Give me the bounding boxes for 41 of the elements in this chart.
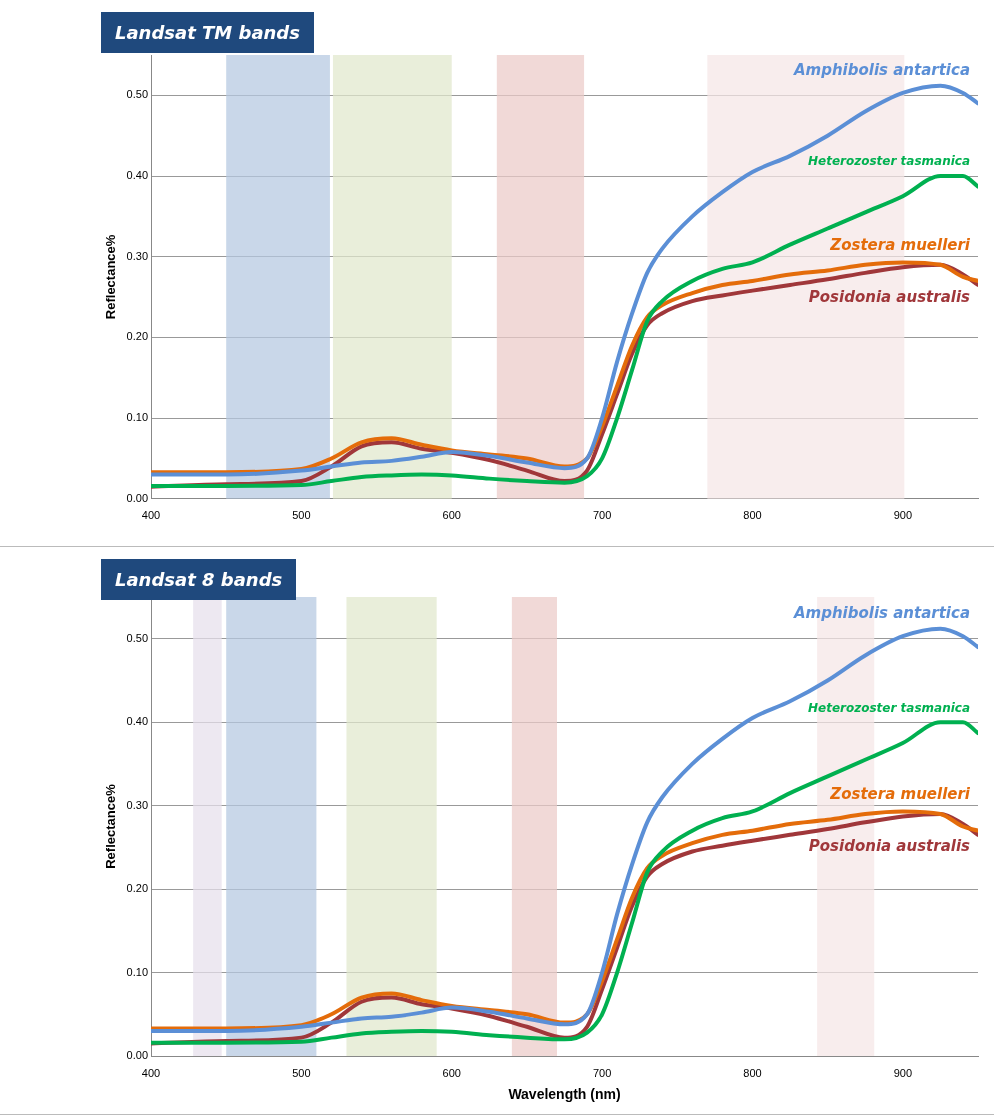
series-label: Posidonia australis	[808, 836, 971, 855]
y-tick-label: 0.30	[126, 798, 149, 811]
x-tick-label: 500	[292, 1066, 311, 1079]
y-tick-label: 0.10	[126, 411, 149, 424]
y-tick-label: 0.10	[126, 965, 149, 978]
series-label: Zostera muelleri	[829, 235, 971, 254]
chart-title: Landsat 8 bands	[101, 559, 297, 600]
y-tick-label: 0.20	[126, 330, 149, 343]
line-series	[151, 720, 978, 1045]
y-tick-label: 0.40	[126, 169, 149, 182]
x-tick-label: 700	[592, 1066, 612, 1079]
x-tick-label: 800	[743, 509, 762, 522]
x-tick-label: 400	[141, 509, 161, 522]
x-tick-label: 600	[442, 509, 461, 522]
x-tick-label: 500	[292, 509, 311, 522]
y-axis-title: Reflectance%	[103, 234, 119, 320]
x-tick-label: 900	[893, 1066, 912, 1079]
y-tick-label: 0.50	[126, 631, 149, 644]
series-label: Amphibolis antartica	[792, 604, 970, 623]
y-tick-label: 0.00	[126, 1049, 149, 1062]
x-tick-label: 800	[743, 1066, 762, 1079]
y-axis-title: Reflectance%	[103, 783, 119, 869]
series-label: Zostera muelleri	[829, 785, 971, 804]
series-label: Posidonia australis	[808, 287, 971, 306]
x-tick-label: 400	[141, 1066, 161, 1079]
y-tick-label: 0.40	[126, 715, 149, 728]
chart-title: Landsat TM bands	[101, 12, 314, 53]
y-tick-label: 0.50	[126, 88, 149, 101]
x-tick-label: 700	[592, 509, 612, 522]
y-tick-label: 0.30	[126, 249, 149, 262]
x-tick-label: 900	[893, 509, 912, 522]
line-series	[151, 83, 978, 477]
line-series	[151, 626, 978, 1033]
series-label: Amphibolis antartica	[792, 60, 970, 79]
line-series	[151, 174, 978, 488]
series-label: Heterozoster tasmanica	[807, 700, 970, 715]
x-axis-title: Wavelength (nm)	[508, 1086, 621, 1103]
y-tick-label: 0.00	[126, 491, 149, 504]
x-tick-label: 600	[442, 1066, 461, 1079]
y-tick-label: 0.20	[126, 882, 149, 895]
series-label: Heterozoster tasmanica	[807, 153, 970, 168]
